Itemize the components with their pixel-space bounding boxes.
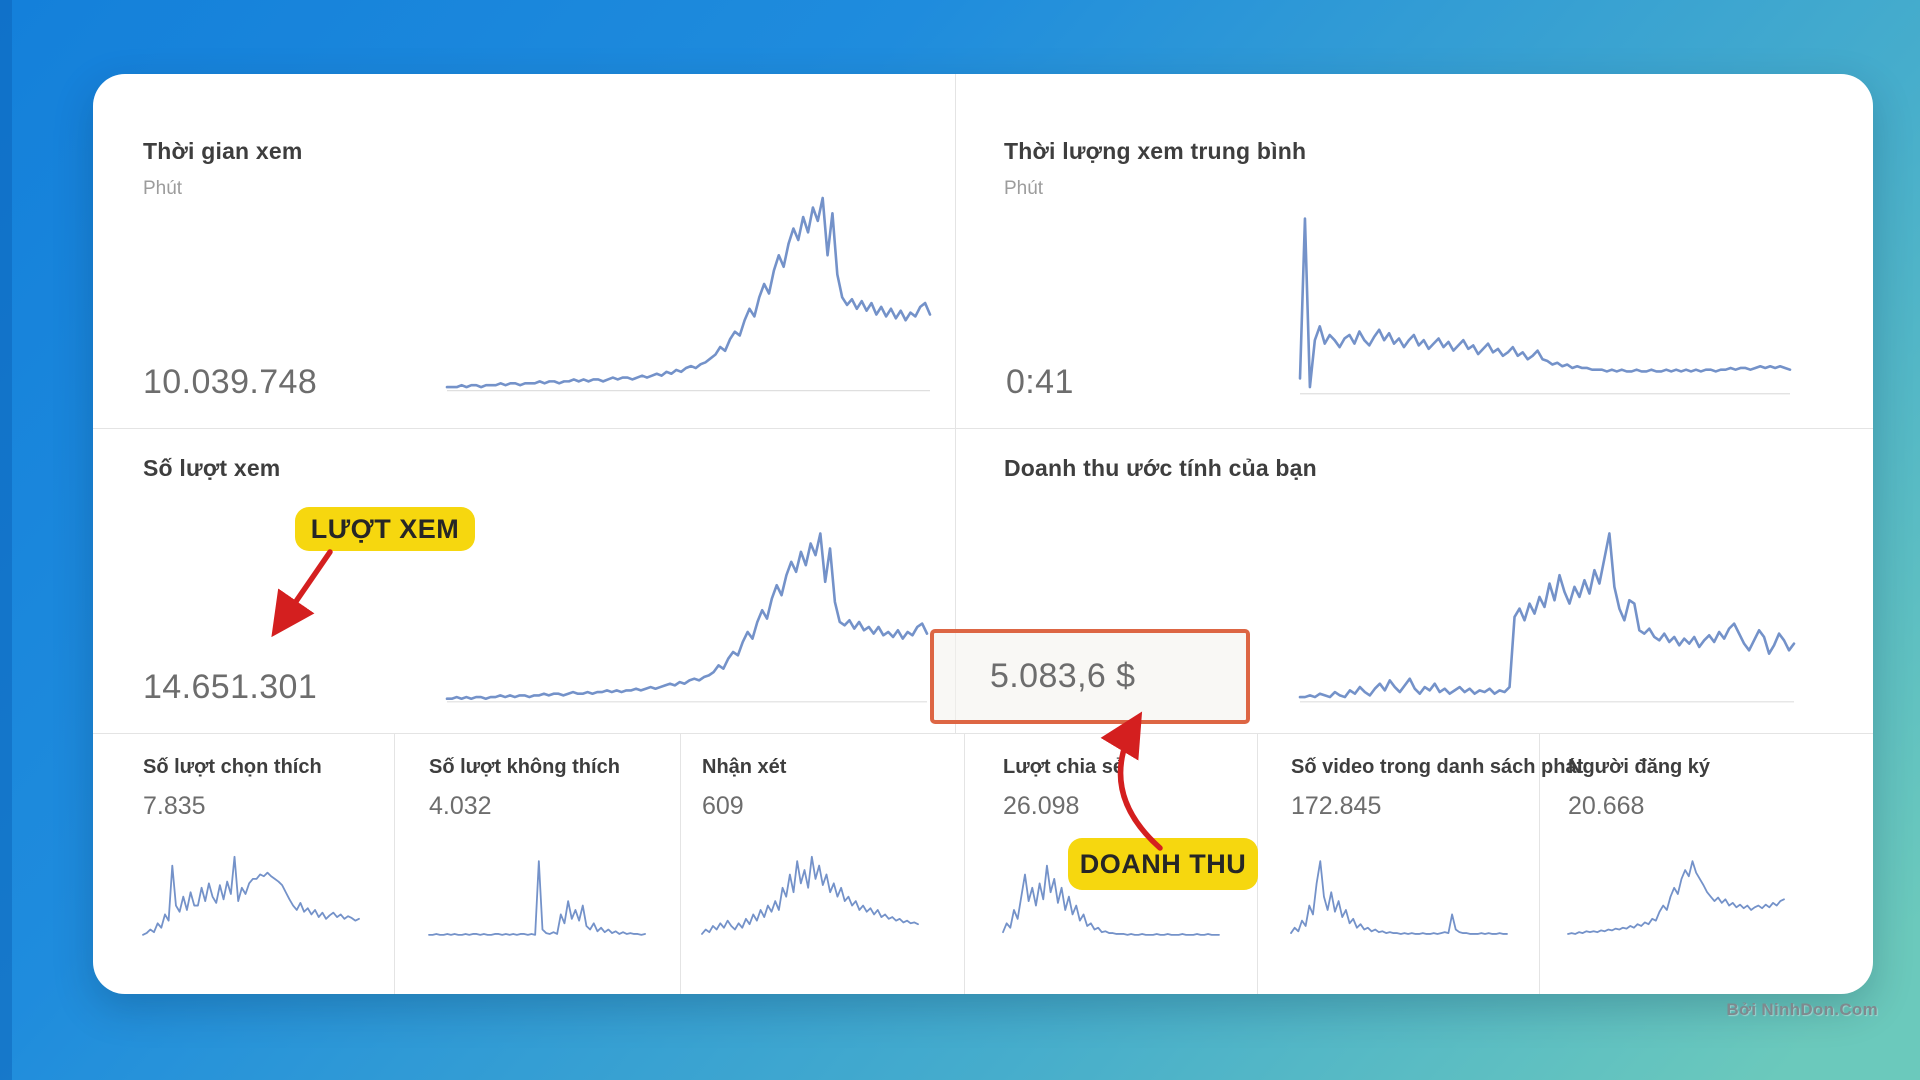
watermark: Bởi NinhDon.Com [1726,1000,1878,1019]
panel-avg-view-duration[interactable]: Thời lượng xem trung bình Phút 0:41 [956,74,1873,428]
panel-watch-time[interactable]: Thời gian xem Phút 10.039.748 [93,74,955,428]
mini-metrics-row: Số lượt chọn thích 7.835 Số lượt không t… [93,733,1873,994]
dislikes-title: Số lượt không thích [429,756,620,778]
playlist-videos-title: Số video trong danh sách phát [1291,756,1584,778]
divider-vertical-main [955,74,956,733]
dislikes-value: 4.032 [429,792,492,820]
mini-panel-likes[interactable]: Số lượt chọn thích 7.835 [93,734,395,994]
likes-value: 7.835 [143,792,206,820]
dislikes-sparkline-chart [429,846,645,938]
likes-title: Số lượt chọn thích [143,756,322,778]
mini-panel-playlist-videos[interactable]: Số video trong danh sách phát 172.845 [1258,734,1583,994]
subscribers-title: Người đăng ký [1568,756,1711,778]
views-annotation-badge: LƯỢT XEM [295,507,475,551]
avg-view-duration-value: 0:41 [1006,363,1074,401]
views-value: 14.651.301 [143,668,318,706]
comments-sparkline-chart [702,846,918,938]
views-sparkline-chart [447,530,927,703]
subscribers-value: 20.668 [1568,792,1645,820]
playlist-videos-value: 172.845 [1291,792,1382,820]
likes-sparkline-chart [143,846,359,938]
revenue-annotation-badge: DOANH THU [1068,838,1258,890]
subscribers-sparkline-chart [1568,846,1784,938]
revenue-title: Doanh thu ước tính của bạn [1004,455,1317,481]
comments-value: 609 [702,792,744,820]
views-title: Số lượt xem [143,455,281,481]
shares-title: Lượt chia sẻ [1003,756,1124,778]
revenue-value: 5.083,6 $ [990,657,1136,695]
background-left-edge [0,0,12,1080]
revenue-highlight-box: 5.083,6 $ [930,629,1250,724]
revenue-sparkline-chart [1300,530,1794,703]
watch-time-title: Thời gian xem [143,138,303,164]
watch-time-value: 10.039.748 [143,363,318,401]
shares-sparkline-chart [1003,846,1219,938]
mini-panel-dislikes[interactable]: Số lượt không thích 4.032 [395,734,681,994]
shares-value: 26.098 [1003,792,1080,820]
divider-horizontal-1 [93,428,1873,429]
avg-view-duration-title: Thời lượng xem trung bình [1004,138,1307,164]
mini-panel-comments[interactable]: Nhận xét 609 [681,734,965,994]
comments-title: Nhận xét [702,756,787,778]
panel-views[interactable]: Số lượt xem 14.651.301 [93,429,955,733]
analytics-dashboard-card: Thời gian xem Phút 10.039.748 Thời lượng… [93,74,1873,994]
playlist-videos-sparkline-chart [1291,846,1507,938]
avg-view-duration-sparkline-chart [1300,215,1790,395]
panel-estimated-revenue[interactable]: Doanh thu ước tính của bạn [956,429,1873,733]
avg-view-duration-unit: Phút [1004,178,1044,199]
mini-panel-subscribers[interactable]: Người đăng ký 20.668 [1540,734,1873,994]
watch-time-unit: Phút [143,178,183,199]
watch-time-sparkline-chart [447,194,930,392]
